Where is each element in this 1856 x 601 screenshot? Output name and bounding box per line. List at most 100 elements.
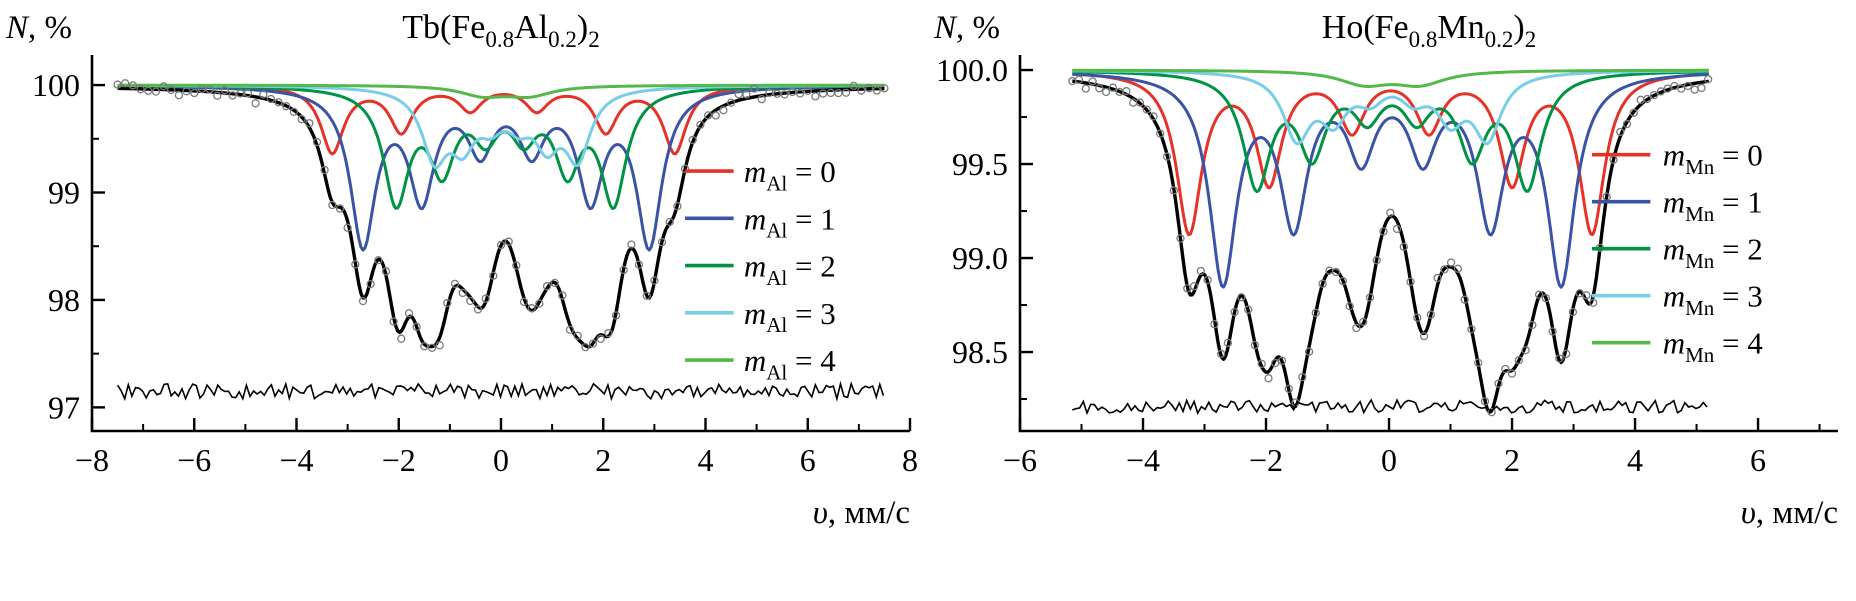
- data-point: [1480, 397, 1490, 406]
- x-tick-label: −6: [1003, 442, 1037, 478]
- data-points: [113, 79, 889, 353]
- data-point: [1318, 279, 1327, 288]
- data-point: [159, 82, 168, 91]
- data-point: [412, 322, 421, 331]
- data-point: [1656, 87, 1666, 96]
- data-point: [1108, 83, 1118, 92]
- data-point: [788, 87, 797, 97]
- data-point: [1683, 81, 1693, 91]
- data-point: [1440, 265, 1449, 274]
- data-point: [880, 84, 889, 93]
- data-point: [366, 279, 375, 289]
- data-point: [1690, 85, 1699, 94]
- data-point: [1210, 320, 1219, 329]
- data-point: [1101, 87, 1111, 97]
- y-tick-label: 98: [48, 282, 80, 318]
- data-point: [1352, 323, 1361, 333]
- data-point: [1311, 308, 1320, 318]
- data-point: [864, 84, 874, 93]
- panel-tb-fe-al: −8 −6 −4 −2 0 2 4 6 8 97 98 99 100 Tb(Fe0.8Al0.2)2 N, …: [5, 9, 918, 531]
- data-point: [642, 291, 651, 301]
- data-point: [849, 81, 858, 91]
- data-point: [1534, 290, 1544, 299]
- data-point: [1277, 356, 1287, 365]
- data-point: [650, 276, 659, 285]
- data-point: [1501, 364, 1510, 374]
- data-point: [1135, 98, 1145, 107]
- data-point: [174, 91, 184, 100]
- data-point: [665, 217, 674, 227]
- data-point: [427, 343, 437, 353]
- data-point: [1149, 112, 1158, 121]
- legend-label-0: mMn = 0: [1663, 138, 1763, 179]
- data-point: [1250, 340, 1260, 350]
- component-curve-mAl1: [117, 84, 885, 252]
- data-point: [749, 84, 759, 93]
- legend-label-3: mAl = 3: [744, 296, 836, 337]
- data-point: [542, 282, 552, 291]
- data-point: [1264, 374, 1273, 383]
- x-tick-label: −4: [279, 442, 313, 478]
- data-point: [627, 240, 636, 249]
- data-point: [113, 80, 122, 89]
- data-point: [397, 334, 406, 343]
- data-point: [205, 85, 214, 94]
- x-tick-label: 6: [800, 442, 816, 478]
- data-point: [144, 86, 153, 95]
- data-point: [282, 102, 291, 111]
- data-point: [1562, 349, 1571, 358]
- data-point: [1589, 298, 1598, 308]
- data-point: [1203, 275, 1212, 285]
- data-point: [1697, 83, 1706, 93]
- data-point: [343, 223, 352, 232]
- data-point: [167, 85, 176, 95]
- data-point: [1460, 295, 1469, 304]
- data-point: [834, 88, 843, 98]
- legend-label-3: mMn = 3: [1663, 279, 1763, 320]
- data-point: [719, 106, 728, 115]
- data-point: [1230, 307, 1239, 317]
- x-axis-label: υ, мм/с: [1741, 495, 1838, 531]
- data-point: [358, 296, 368, 306]
- data-point: [1419, 331, 1429, 341]
- data-point: [550, 278, 559, 288]
- data-point: [1257, 359, 1266, 369]
- data-point: [742, 90, 751, 99]
- data-point: [1677, 84, 1686, 93]
- data-point: [243, 89, 253, 98]
- data-point: [818, 89, 828, 98]
- y-tick-label: 99.5: [952, 146, 1008, 182]
- x-tick-label: 2: [1504, 442, 1520, 478]
- data-point: [1298, 373, 1307, 382]
- data-point: [726, 98, 736, 107]
- data-point: [435, 341, 444, 350]
- panel-title: Tb(Fe0.8Al0.2)2: [402, 9, 599, 52]
- data-point: [1453, 264, 1463, 273]
- component-curves: [1072, 68, 1709, 289]
- data-point: [1413, 313, 1422, 322]
- data-point: [220, 86, 230, 95]
- legend: mMn = 0 mMn = 1 mMn = 2 mMn = 3 mMn = 4: [1591, 138, 1763, 367]
- data-point: [688, 135, 697, 145]
- data-point: [1196, 266, 1205, 276]
- data-point: [1088, 77, 1097, 86]
- data-point: [320, 165, 329, 175]
- data-point: [190, 88, 199, 98]
- legend: mAl = 0 mAl = 1 mAl = 2 mAl = 3 mAl = 4: [685, 154, 836, 384]
- legend-label-2: mAl = 2: [744, 249, 836, 290]
- data-point: [128, 81, 138, 90]
- data-point: [519, 297, 529, 307]
- data-point: [1359, 317, 1368, 326]
- y-tick-label: 99: [48, 175, 80, 211]
- ho-fe-mn-spectrum-plot: −6 −4 −2 0 2 4 6 98.5 99.0 99.5 100.0 Ho(Fe0.8Mn0.2…: [933, 9, 1838, 531]
- x-tick-label: 4: [698, 442, 714, 478]
- axis-ticks: [1018, 68, 1821, 431]
- x-tick-label: −2: [1249, 442, 1283, 478]
- x-tick-label: −2: [382, 442, 416, 478]
- data-point: [1704, 75, 1713, 84]
- x-tick-label: 4: [1627, 442, 1643, 478]
- data-point: [634, 260, 644, 269]
- data-point: [381, 267, 391, 276]
- data-point: [596, 334, 605, 343]
- data-point: [1494, 379, 1503, 388]
